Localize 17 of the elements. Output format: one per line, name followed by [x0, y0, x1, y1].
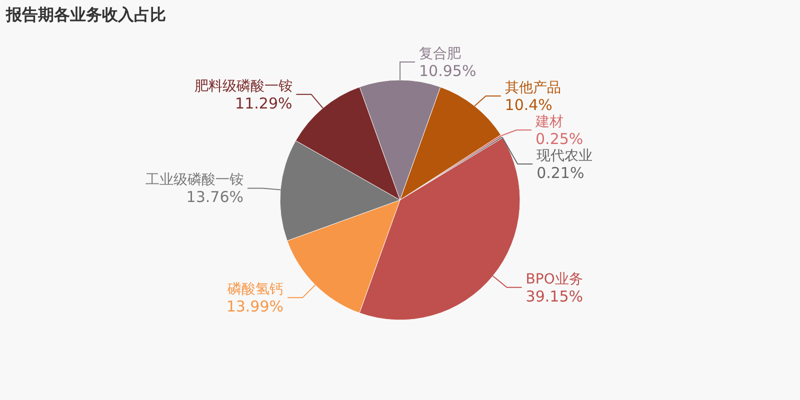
- slice-label: 复合肥: [419, 46, 462, 62]
- data-label: 13.99%: [226, 298, 284, 316]
- data-label: 0.25%: [536, 130, 584, 148]
- data-label: 10.4%: [504, 96, 552, 114]
- slice-label: 建材: [534, 114, 564, 130]
- data-label: 13.76%: [186, 188, 244, 206]
- chart-title: 报告期各业务收入占比: [5, 5, 166, 24]
- slice-label: 工业级磷酸一铵: [146, 172, 244, 188]
- data-label: 0.21%: [536, 164, 584, 182]
- slice-label: 磷酸氢钙: [226, 282, 284, 298]
- data-label: 39.15%: [526, 287, 584, 306]
- slice-label: 现代农业: [536, 148, 593, 164]
- slice-label: BPO业务: [526, 271, 583, 288]
- slice-label: 肥料级磷酸一铵: [194, 78, 292, 94]
- data-label: 11.29%: [235, 94, 292, 112]
- slice-label: 其他产品: [504, 80, 561, 96]
- data-label: 10.95%: [419, 62, 476, 80]
